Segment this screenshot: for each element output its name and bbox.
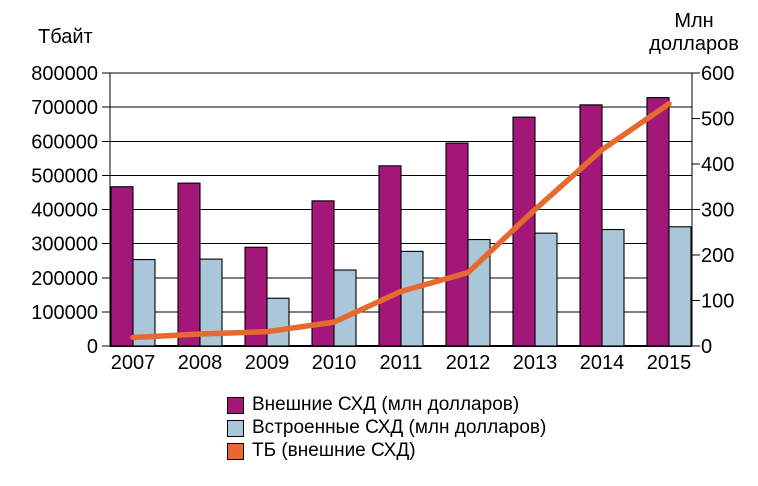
right-axis-title-line1: Млн [674,10,714,32]
x-axis-tick-label: 2008 [178,352,223,374]
legend-swatch-tb-line [227,442,244,460]
bar-embedded-2008 [199,258,223,347]
bar-external-2013 [512,116,536,347]
legend-item: Внешние СХД (млн долларов) [227,395,546,415]
legend-label: Встроенные СХД (млн долларов) [252,417,547,438]
y-axis-tick-label-left: 300000 [31,234,98,256]
y-axis-tick-label-right: 300 [701,200,734,222]
bar-external-2008 [177,182,201,347]
legend-label: Внешние СХД (млн долларов) [252,394,520,415]
right-axis-title-line2: долларов [649,33,739,55]
bar-embedded-2011 [400,250,424,347]
x-axis-tick-label: 2012 [446,352,491,374]
y-axis-tick-label-right: 600 [701,63,734,85]
y-axis-tick-label-left: 800000 [31,63,98,85]
legend-swatch-external-bar [227,396,244,414]
tb-trend-line [130,100,672,341]
y-axis-tick-label-left: 600000 [31,131,98,153]
y-axis-tick-label-left: 500000 [31,165,98,187]
bar-external-2014 [579,104,603,347]
right-axis-title: Млн долларов [638,10,750,56]
x-axis-tick-label: 2009 [245,352,290,374]
y-axis-tick-label-right: 400 [701,154,734,176]
legend-label: ТБ (внешние СХД) [252,440,416,461]
legend: Внешние СХД (млн долларов) Встроенные СХ… [227,395,546,464]
bar-embedded-2007 [132,258,156,347]
y-axis-tick-label-left: 400000 [31,200,98,222]
bar-external-2015 [646,97,670,347]
x-axis-tick-label: 2013 [513,352,558,374]
bar-embedded-2015 [668,226,692,347]
bar-embedded-2014 [601,228,625,347]
y-axis-tick-label-left: 0 [87,336,98,358]
bar-external-2007 [110,186,134,347]
bar-external-2012 [445,142,469,347]
y-axis-tick-label-left: 200000 [31,268,98,290]
x-axis-tick-label: 2010 [312,352,357,374]
y-axis-tick-label-left: 700000 [31,97,98,119]
y-axis-tick-label-right: 100 [701,291,734,313]
left-axis-title: Тбайт [38,26,93,48]
bar-external-2009 [244,246,268,347]
x-axis-tick-label: 2015 [647,352,692,374]
legend-swatch-embedded-bar [227,419,244,437]
bar-embedded-2013 [534,232,558,347]
bar-embedded-2009 [266,297,290,347]
x-axis-tick-label: 2011 [379,352,422,374]
y-axis-tick-label-right: 0 [701,336,712,358]
legend-item: Встроенные СХД (млн долларов) [227,418,546,438]
y-axis-tick-label-left: 100000 [31,302,98,324]
y-axis-tick-label-right: 200 [701,245,734,267]
legend-item: ТБ (внешние СХД) [227,441,546,461]
y-axis-tick-label-right: 500 [701,109,734,131]
x-axis-tick-label: 2007 [111,352,156,374]
x-axis-tick-label: 2014 [580,352,625,374]
bar-embedded-2010 [333,269,357,347]
bar-external-2011 [378,165,402,347]
